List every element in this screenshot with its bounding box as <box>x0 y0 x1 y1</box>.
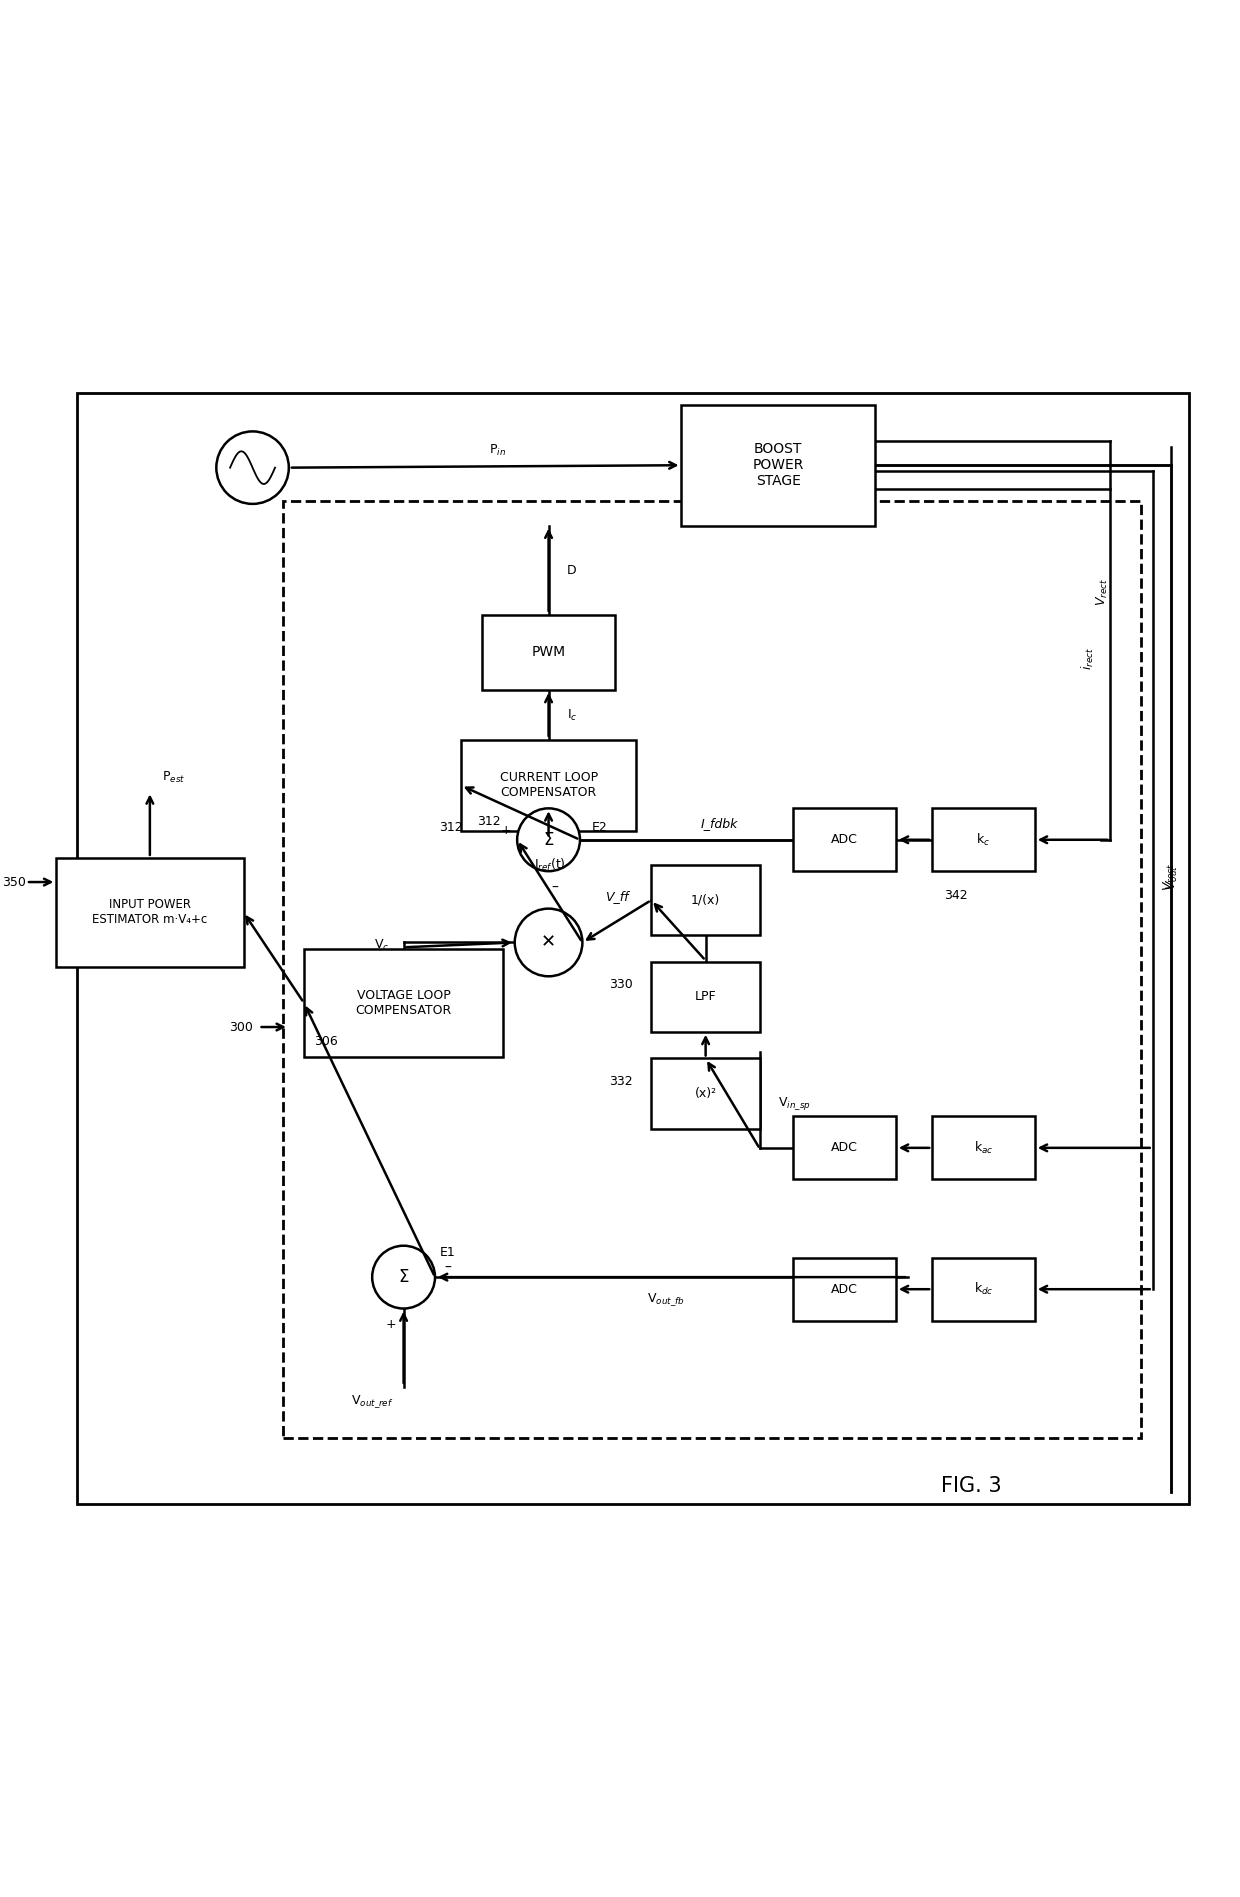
Text: ADC: ADC <box>831 1142 858 1155</box>
Text: –: – <box>445 1260 451 1275</box>
Text: P$_{in}$: P$_{in}$ <box>489 444 506 459</box>
Text: 312: 312 <box>476 816 500 829</box>
Text: 306: 306 <box>314 1034 337 1047</box>
Text: V$_{out\_fb}$: V$_{out\_fb}$ <box>646 1292 684 1309</box>
FancyBboxPatch shape <box>651 1059 760 1129</box>
Text: (x)²: (x)² <box>694 1087 717 1100</box>
Text: I$_{ref}$(t): I$_{ref}$(t) <box>534 857 565 873</box>
Text: V$_{out}$: V$_{out}$ <box>1164 865 1179 890</box>
Text: i$_{rect}$: i$_{rect}$ <box>1080 647 1096 670</box>
FancyBboxPatch shape <box>794 808 897 871</box>
Text: CURRENT LOOP
COMPENSATOR: CURRENT LOOP COMPENSATOR <box>500 772 598 799</box>
Text: BOOST
POWER
STAGE: BOOST POWER STAGE <box>753 442 804 488</box>
Text: k$_{ac}$: k$_{ac}$ <box>973 1140 993 1155</box>
Text: Σ: Σ <box>543 831 554 848</box>
Text: k$_{dc}$: k$_{dc}$ <box>973 1280 993 1298</box>
FancyBboxPatch shape <box>932 808 1035 871</box>
Text: Σ: Σ <box>398 1267 409 1286</box>
FancyBboxPatch shape <box>651 865 760 935</box>
Text: I_fdbk: I_fdbk <box>701 818 738 831</box>
Text: ADC: ADC <box>831 1282 858 1296</box>
Circle shape <box>372 1246 435 1309</box>
Text: V$_{rect}$: V$_{rect}$ <box>1162 863 1178 892</box>
FancyBboxPatch shape <box>56 857 243 967</box>
FancyBboxPatch shape <box>304 948 503 1057</box>
Text: +: + <box>386 1318 397 1332</box>
Text: 312: 312 <box>439 821 463 835</box>
Text: 332: 332 <box>610 1076 634 1087</box>
Text: V$_{in\_sp}$: V$_{in\_sp}$ <box>779 1095 811 1112</box>
FancyBboxPatch shape <box>794 1258 897 1320</box>
Circle shape <box>216 431 289 505</box>
Text: FIG. 3: FIG. 3 <box>941 1476 1002 1497</box>
Text: –: – <box>551 880 558 895</box>
FancyBboxPatch shape <box>482 615 615 691</box>
Text: E2: E2 <box>591 821 608 835</box>
Text: V$_{out\_ref}$: V$_{out\_ref}$ <box>351 1392 394 1409</box>
Text: +: + <box>501 823 511 837</box>
Text: 1/(x): 1/(x) <box>691 893 720 907</box>
Text: V$_{rect}$: V$_{rect}$ <box>1095 579 1110 607</box>
FancyBboxPatch shape <box>932 1258 1035 1320</box>
Text: INPUT POWER
ESTIMATOR m·V₄+c: INPUT POWER ESTIMATOR m·V₄+c <box>92 899 207 926</box>
Text: V$_c$: V$_c$ <box>373 937 389 952</box>
FancyBboxPatch shape <box>461 740 636 831</box>
Text: E1: E1 <box>440 1246 455 1260</box>
Text: k$_c$: k$_c$ <box>976 831 991 848</box>
Text: 350: 350 <box>2 876 26 888</box>
FancyBboxPatch shape <box>932 1117 1035 1180</box>
Text: P$_{est}$: P$_{est}$ <box>162 770 185 785</box>
Text: ✕: ✕ <box>541 933 556 952</box>
Text: I$_c$: I$_c$ <box>567 708 577 723</box>
FancyBboxPatch shape <box>651 962 760 1032</box>
Text: 330: 330 <box>609 979 634 992</box>
Circle shape <box>517 808 580 871</box>
Text: LPF: LPF <box>694 990 717 1004</box>
Text: VOLTAGE LOOP
COMPENSATOR: VOLTAGE LOOP COMPENSATOR <box>356 988 451 1017</box>
Circle shape <box>515 909 583 977</box>
Text: 300: 300 <box>228 1021 253 1034</box>
Text: D: D <box>567 563 577 577</box>
Text: 342: 342 <box>944 890 968 903</box>
FancyBboxPatch shape <box>794 1117 897 1180</box>
FancyBboxPatch shape <box>682 404 874 525</box>
Text: PWM: PWM <box>532 645 565 660</box>
FancyBboxPatch shape <box>77 393 1189 1504</box>
Text: ADC: ADC <box>831 833 858 846</box>
Text: V_ff: V_ff <box>605 890 629 903</box>
